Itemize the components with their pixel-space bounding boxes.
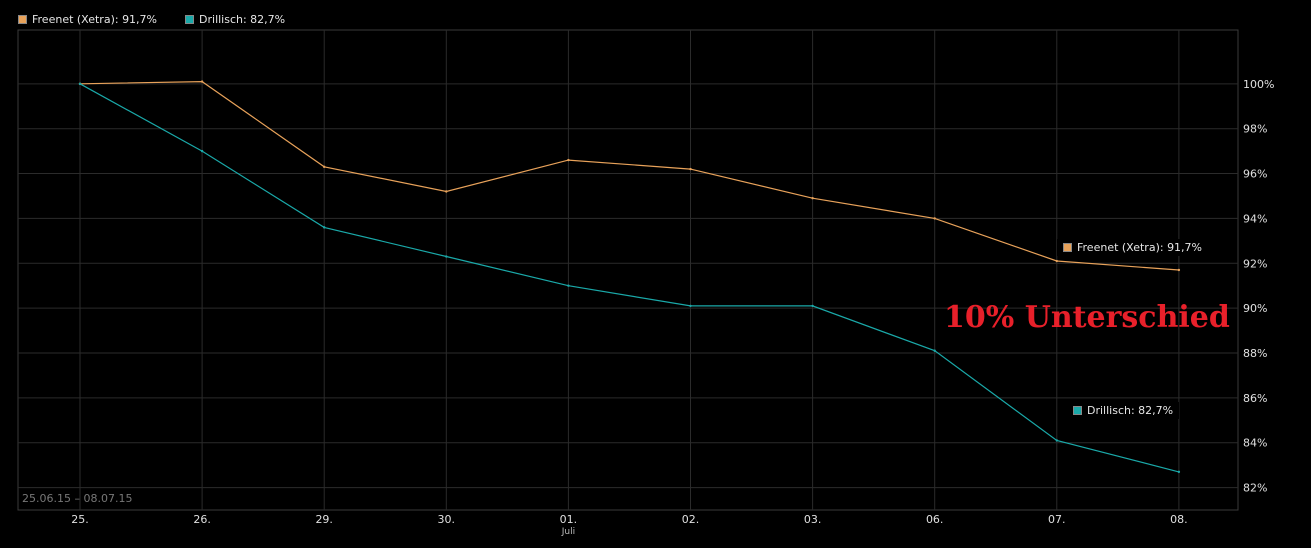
x-month-label: Juli bbox=[561, 527, 575, 537]
series-point-0 bbox=[567, 158, 570, 162]
plot-area bbox=[17, 29, 1239, 511]
y-tick-label: 90% bbox=[1243, 302, 1267, 315]
y-tick-label: 100% bbox=[1243, 78, 1274, 91]
y-tick-label: 94% bbox=[1243, 212, 1267, 225]
difference-annotation: 10% Unterschied bbox=[944, 300, 1230, 335]
series-point-0 bbox=[1055, 259, 1059, 263]
end-label-swatch-drillisch bbox=[1073, 406, 1082, 416]
series-point-0 bbox=[933, 217, 936, 220]
x-tick-label: 06. bbox=[926, 513, 944, 526]
x-tick-label: 02. bbox=[682, 513, 700, 526]
legend-item-drillisch[interactable]: Drillisch: 82,7% bbox=[185, 13, 285, 26]
legend-swatch-freenet bbox=[18, 15, 27, 24]
end-label-text-freenet: Freenet (Xetra): 91,7% bbox=[1077, 240, 1203, 254]
x-tick-label: 01. bbox=[560, 513, 578, 526]
legend-item-freenet[interactable]: Freenet (Xetra): 91,7% bbox=[18, 13, 157, 26]
y-tick-label: 82% bbox=[1243, 482, 1267, 495]
series-point-0 bbox=[689, 167, 692, 171]
x-tick-label: 07. bbox=[1048, 513, 1066, 526]
y-tick-label: 88% bbox=[1243, 347, 1267, 360]
legend-label-freenet: Freenet (Xetra): 91,7% bbox=[32, 13, 158, 26]
date-range-label: 25.06.15 – 08.07.15 bbox=[22, 492, 133, 505]
series-point-0 bbox=[323, 165, 326, 169]
series-point-1 bbox=[1055, 439, 1059, 442]
series-point-0 bbox=[200, 80, 204, 83]
series-point-1 bbox=[1177, 470, 1181, 474]
series-point-1 bbox=[567, 284, 570, 287]
end-label-drillisch: Drillisch: 82,7% bbox=[1067, 402, 1180, 420]
y-tick-label: 92% bbox=[1243, 257, 1267, 270]
x-tick-label: 25. bbox=[71, 513, 89, 526]
legend: Freenet (Xetra): 91,7% Drillisch: 82,7% bbox=[18, 13, 285, 26]
series-point-1 bbox=[445, 255, 448, 258]
end-label-swatch-freenet bbox=[1063, 242, 1072, 252]
x-tick-label: 30. bbox=[438, 513, 456, 526]
x-tick-label: 26. bbox=[193, 513, 211, 526]
y-tick-label: 84% bbox=[1243, 437, 1267, 450]
legend-swatch-drillisch bbox=[185, 15, 195, 24]
x-tick-label: 29. bbox=[315, 513, 333, 526]
end-label-freenet: Freenet (Xetra): 91,7% bbox=[1057, 238, 1209, 256]
end-label-text-drillisch: Drillisch: 82,7% bbox=[1087, 404, 1174, 418]
x-tick-label: 03. bbox=[804, 513, 822, 526]
y-tick-label: 96% bbox=[1243, 168, 1267, 181]
series-point-1 bbox=[933, 349, 936, 352]
series-line-0 bbox=[79, 80, 1179, 271]
series-point-1 bbox=[323, 226, 326, 229]
legend-label-drillisch: Drillisch: 82,7% bbox=[199, 13, 286, 26]
series-point-0 bbox=[1177, 268, 1181, 272]
series-point-0 bbox=[445, 190, 448, 193]
series-point-0 bbox=[811, 197, 814, 200]
y-tick-label: 98% bbox=[1243, 123, 1267, 136]
series-line-1 bbox=[79, 83, 1180, 473]
y-tick-label: 86% bbox=[1243, 392, 1267, 405]
series-point-1 bbox=[689, 304, 692, 308]
series-point-1 bbox=[200, 149, 204, 153]
x-tick-label: 08. bbox=[1170, 513, 1188, 526]
series-point-1 bbox=[811, 304, 814, 308]
series-point-1 bbox=[78, 82, 82, 86]
